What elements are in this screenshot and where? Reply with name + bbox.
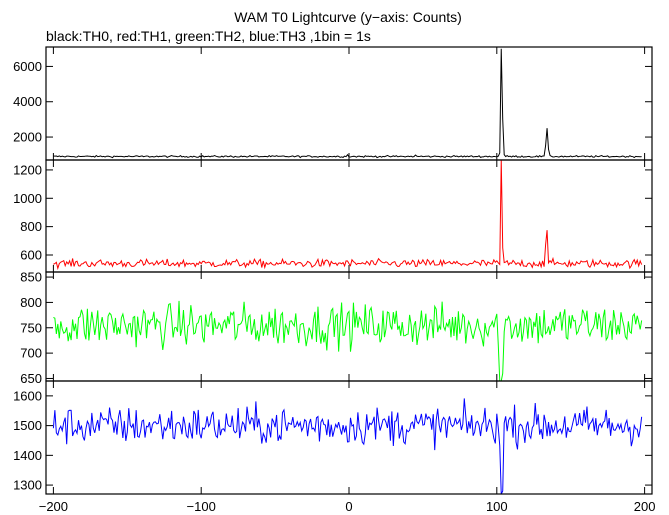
x-tick-label: 0 (345, 499, 352, 514)
panel-th1: 600 800 1000 1200 (13, 159, 653, 273)
y-tick-label: 2000 (13, 130, 42, 145)
panel-th2: 650 700 750 800 850 (20, 270, 653, 386)
panels-group: 2000 4000 6000 600 800 1000 1200 650 700 750 800 85… (13, 46, 653, 495)
y-tick-label: 1600 (13, 388, 42, 403)
y-tick-label: 4000 (13, 94, 42, 109)
chart-subtitle: black:TH0, red:TH1, green:TH2, blue:TH3 … (46, 28, 371, 44)
x-tick-label: 200 (634, 499, 656, 514)
y-tick-label: 650 (20, 371, 42, 386)
series-th3-line (52, 398, 643, 495)
series-th0-line (53, 48, 642, 159)
x-tick-label: −200 (39, 499, 68, 514)
y-tick-label: 600 (20, 247, 42, 262)
y-tick-label: 800 (20, 295, 42, 310)
x-tick-label: 100 (486, 499, 508, 514)
y-tick-label: 6000 (13, 59, 42, 74)
y-tick-label: 1300 (13, 478, 42, 493)
panel-th0: 2000 4000 6000 (13, 46, 653, 161)
panel-frame (45, 46, 653, 161)
y-tick-label: 750 (20, 320, 42, 335)
series-th1-line (53, 159, 643, 271)
x-tick-label: −100 (187, 499, 216, 514)
y-tick-label: 1400 (13, 448, 42, 463)
y-tick-label: 800 (20, 219, 42, 234)
y-tick-label: 700 (20, 346, 42, 361)
panel-th3: 1300 1400 1500 1600 (13, 380, 653, 495)
y-tick-label: 1200 (13, 162, 42, 177)
y-tick-label: 1000 (13, 191, 42, 206)
chart-title: WAM T0 Lightcurve (y−axis: Counts) (234, 9, 462, 25)
x-axis: −200 −100 0 100 200 (39, 499, 656, 514)
series-th2-line (53, 300, 643, 382)
y-tick-label: 1500 (13, 418, 42, 433)
y-tick-label: 850 (20, 270, 42, 285)
panel-frame (45, 159, 653, 273)
